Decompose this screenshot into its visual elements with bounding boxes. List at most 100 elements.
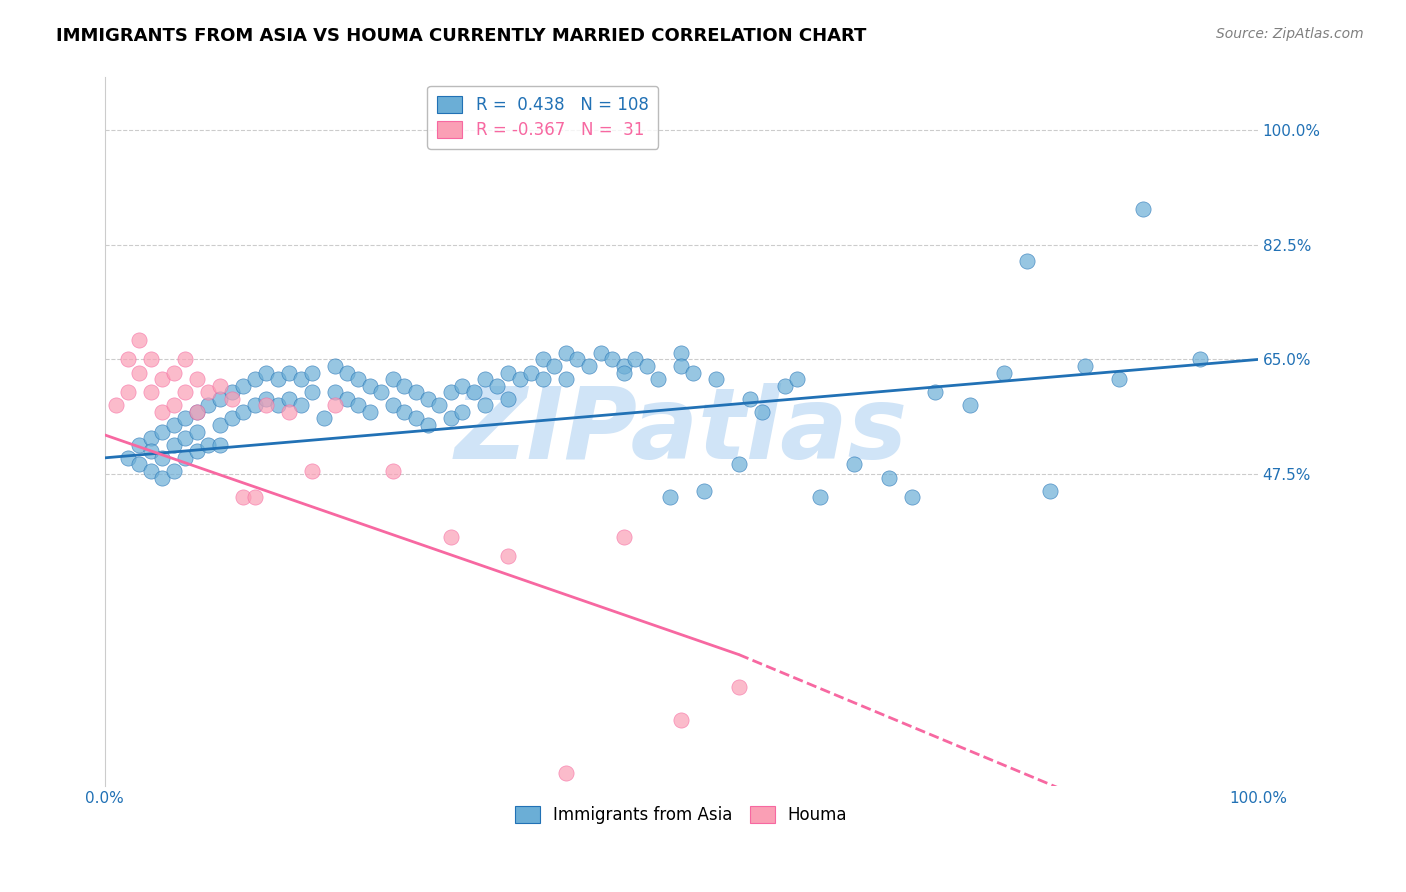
Houma [555,765,578,780]
Immigrants from Asia [347,398,370,412]
Immigrants from Asia [786,372,808,386]
Immigrants from Asia [600,352,623,367]
Immigrants from Asia [290,372,312,386]
Immigrants from Asia [543,359,565,373]
Immigrants from Asia [1108,372,1130,386]
Immigrants from Asia [163,438,186,452]
Immigrants from Asia [208,418,231,433]
Houma [174,352,197,367]
Immigrants from Asia [555,372,578,386]
Immigrants from Asia [416,418,439,433]
Houma [197,385,219,400]
Immigrants from Asia [163,418,186,433]
Immigrants from Asia [197,398,219,412]
Immigrants from Asia [613,366,636,380]
Text: Source: ZipAtlas.com: Source: ZipAtlas.com [1216,27,1364,41]
Houma [323,398,346,412]
Houma [163,398,186,412]
Immigrants from Asia [440,385,463,400]
Immigrants from Asia [336,392,359,406]
Houma [440,530,463,544]
Immigrants from Asia [589,346,612,360]
Houma [498,549,520,564]
Immigrants from Asia [232,405,254,419]
Immigrants from Asia [1017,254,1039,268]
Immigrants from Asia [647,372,669,386]
Immigrants from Asia [671,359,693,373]
Immigrants from Asia [278,366,301,380]
Immigrants from Asia [704,372,727,386]
Houma [278,405,301,419]
Immigrants from Asia [416,392,439,406]
Immigrants from Asia [1132,202,1154,216]
Houma [728,681,751,695]
Immigrants from Asia [323,359,346,373]
Immigrants from Asia [254,392,277,406]
Houma [232,490,254,504]
Immigrants from Asia [370,385,392,400]
Immigrants from Asia [463,385,485,400]
Houma [613,530,636,544]
Houma [671,713,693,727]
Houma [208,378,231,392]
Immigrants from Asia [1189,352,1212,367]
Immigrants from Asia [336,366,359,380]
Immigrants from Asia [163,464,186,478]
Immigrants from Asia [301,366,323,380]
Immigrants from Asia [381,398,404,412]
Houma [117,352,139,367]
Immigrants from Asia [312,411,335,425]
Immigrants from Asia [877,470,900,484]
Immigrants from Asia [451,405,474,419]
Immigrants from Asia [243,372,266,386]
Immigrants from Asia [773,378,796,392]
Houma [117,385,139,400]
Immigrants from Asia [578,359,600,373]
Immigrants from Asia [347,372,370,386]
Houma [186,372,208,386]
Immigrants from Asia [808,490,831,504]
Immigrants from Asia [901,490,924,504]
Houma [381,464,404,478]
Immigrants from Asia [150,450,173,465]
Immigrants from Asia [474,372,496,386]
Immigrants from Asia [844,458,866,472]
Immigrants from Asia [474,398,496,412]
Immigrants from Asia [359,405,381,419]
Houma [186,405,208,419]
Immigrants from Asia [693,483,716,498]
Immigrants from Asia [128,438,150,452]
Legend: Immigrants from Asia, Houma: Immigrants from Asia, Houma [505,796,858,834]
Immigrants from Asia [959,398,981,412]
Immigrants from Asia [451,378,474,392]
Houma [139,385,162,400]
Immigrants from Asia [278,392,301,406]
Immigrants from Asia [405,385,427,400]
Immigrants from Asia [174,450,197,465]
Immigrants from Asia [671,346,693,360]
Text: IMMIGRANTS FROM ASIA VS HOUMA CURRENTLY MARRIED CORRELATION CHART: IMMIGRANTS FROM ASIA VS HOUMA CURRENTLY … [56,27,866,45]
Houma [150,372,173,386]
Immigrants from Asia [498,366,520,380]
Immigrants from Asia [658,490,681,504]
Immigrants from Asia [498,392,520,406]
Immigrants from Asia [208,438,231,452]
Immigrants from Asia [290,398,312,412]
Immigrants from Asia [208,392,231,406]
Immigrants from Asia [186,405,208,419]
Immigrants from Asia [139,464,162,478]
Immigrants from Asia [128,458,150,472]
Houma [243,490,266,504]
Immigrants from Asia [174,431,197,445]
Immigrants from Asia [266,398,288,412]
Immigrants from Asia [740,392,762,406]
Immigrants from Asia [509,372,531,386]
Immigrants from Asia [485,378,508,392]
Houma [150,405,173,419]
Immigrants from Asia [117,450,139,465]
Immigrants from Asia [624,352,647,367]
Immigrants from Asia [682,366,704,380]
Immigrants from Asia [243,398,266,412]
Immigrants from Asia [139,444,162,458]
Immigrants from Asia [381,372,404,386]
